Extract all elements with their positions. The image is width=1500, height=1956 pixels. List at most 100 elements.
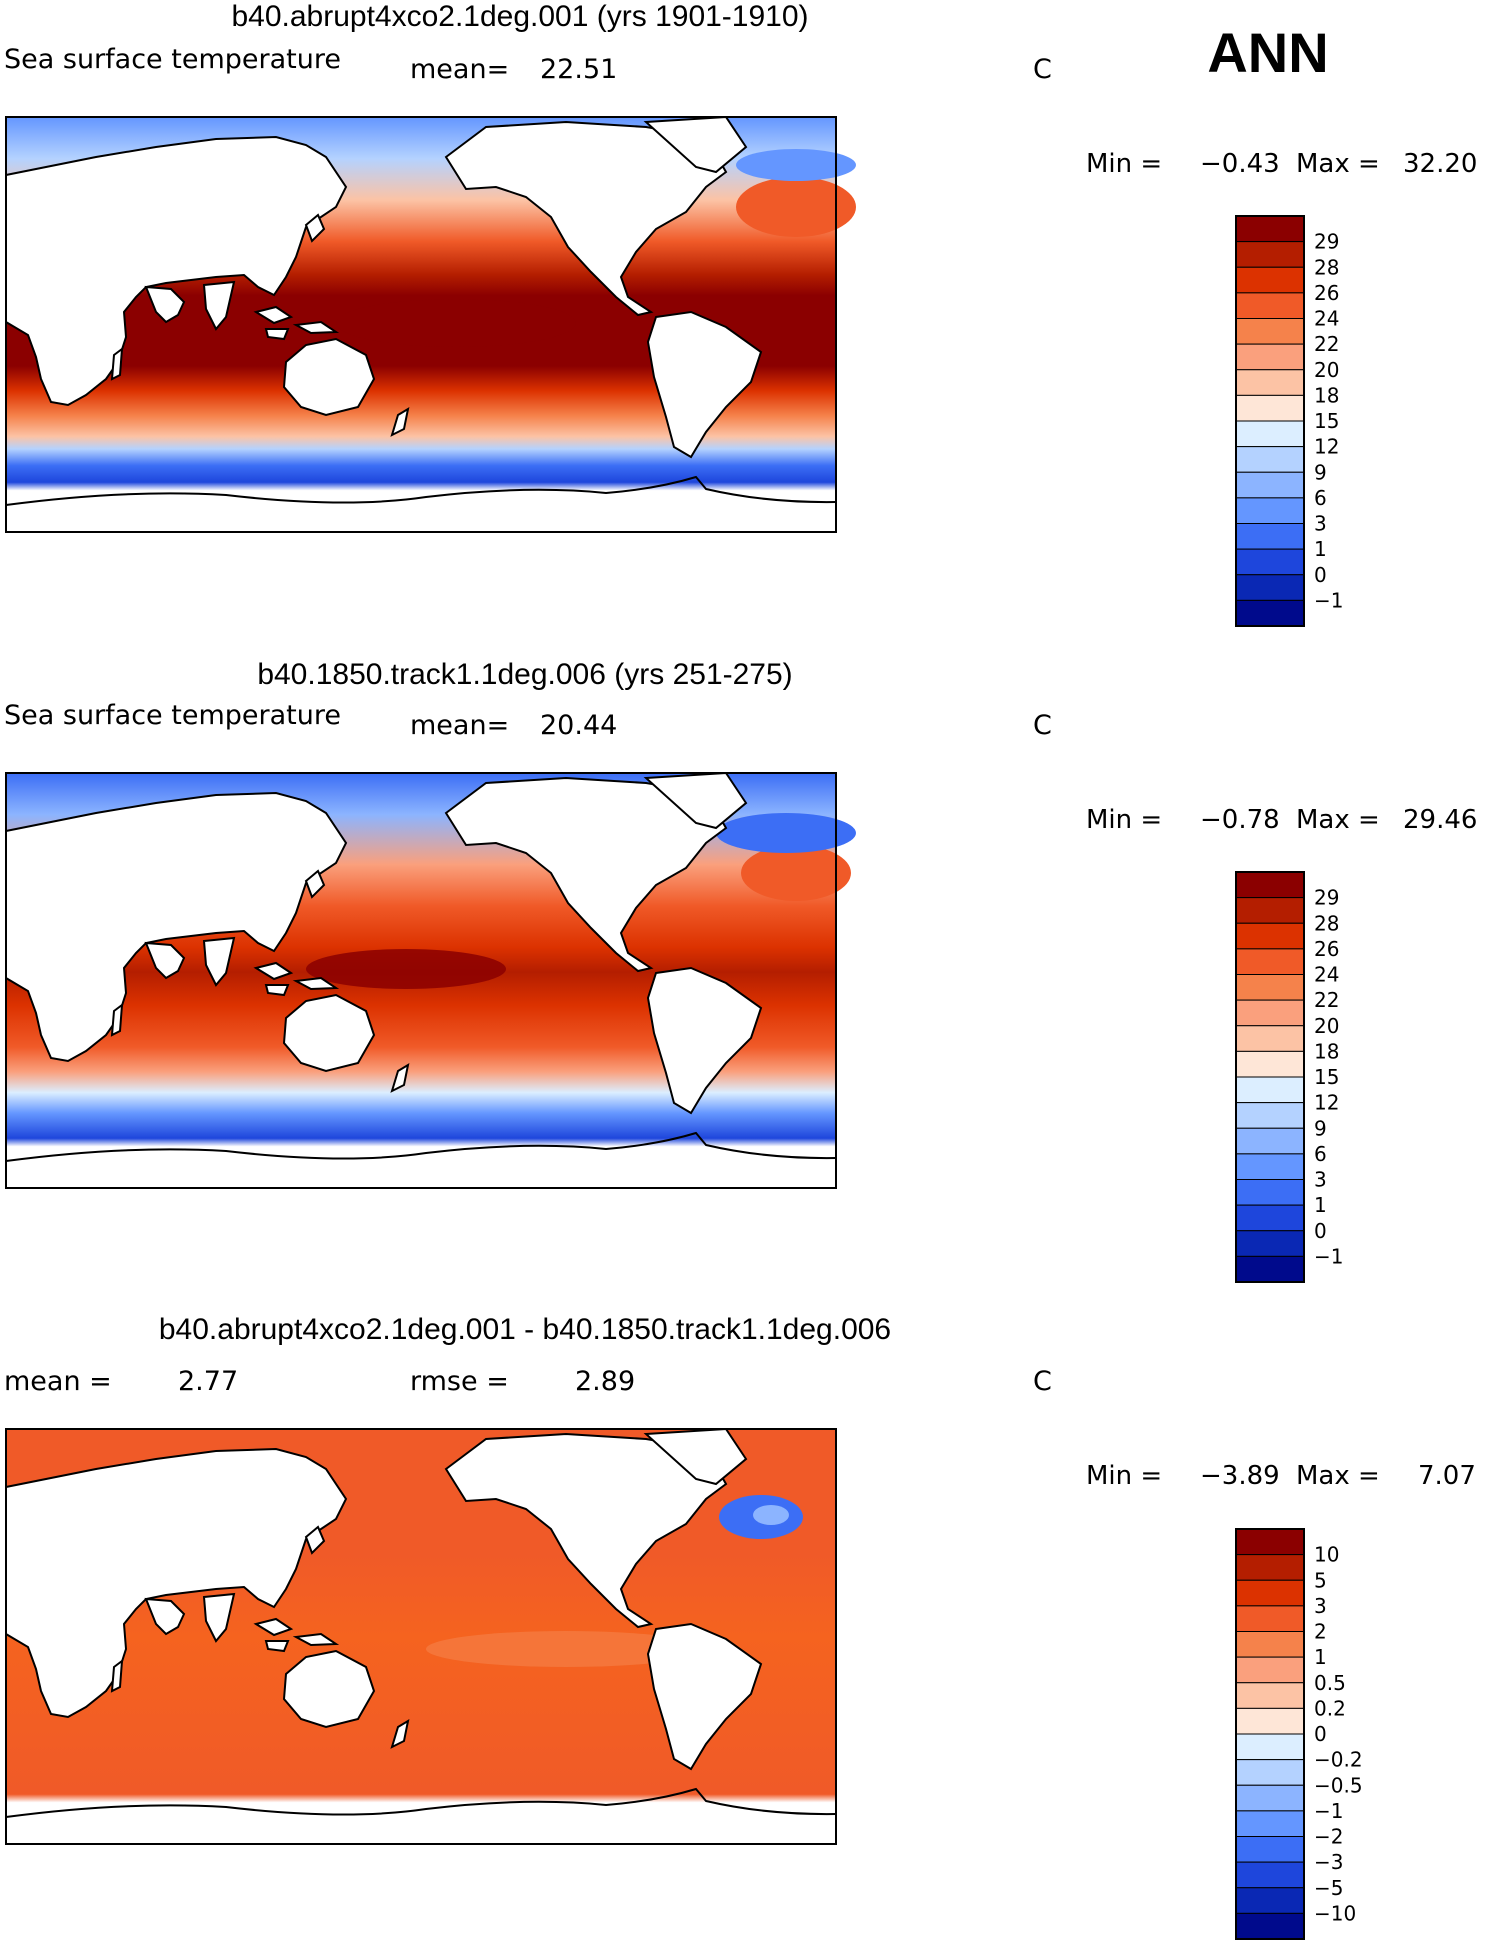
- north-atlantic-cold: [716, 813, 856, 853]
- sst-diff-map: [5, 1428, 837, 1845]
- colorbar-tick-label: 9: [1314, 1116, 1327, 1140]
- warm-pool: [306, 949, 506, 989]
- colorbar-tick-label: 6: [1314, 1142, 1327, 1166]
- colorbar-tick-label: 15: [1314, 409, 1339, 433]
- panel-1: b40.abrupt4xco2.1deg.001 (yrs 1901-1910)…: [4, 0, 1477, 627]
- colorbar-swatch: [1235, 1784, 1305, 1812]
- colorbar-tick-label: 0: [1314, 1219, 1327, 1243]
- panel-3: b40.abrupt4xco2.1deg.001 - b40.1850.trac…: [4, 1313, 1476, 1940]
- colorbar-tick-label: 2: [1314, 1620, 1327, 1644]
- colorbar-tick-label: 15: [1314, 1065, 1339, 1089]
- max-value: 29.46: [1403, 805, 1477, 835]
- panel-title: b40.abrupt4xco2.1deg.001 (yrs 1901-1910): [231, 0, 808, 33]
- colorbar-tick-label: 3: [1314, 512, 1327, 536]
- colorbar-tick-label: 0: [1314, 563, 1327, 587]
- max-label: Max =: [1296, 805, 1380, 835]
- colorbar-swatch: [1235, 1733, 1305, 1761]
- colorbar-frame: [1235, 871, 1305, 1283]
- colorbar-swatch: [1235, 948, 1305, 975]
- colorbar-swatch: [1235, 1836, 1305, 1863]
- colorbar-tick-label: −1: [1314, 1799, 1343, 1823]
- mean-value: 20.44: [540, 710, 617, 741]
- colorbar-swatch: [1235, 1707, 1305, 1735]
- colorbar-tick-label: −3: [1314, 1850, 1343, 1874]
- colorbar-swatch: [1235, 1554, 1305, 1581]
- panel-title: b40.abrupt4xco2.1deg.001 - b40.1850.trac…: [159, 1313, 891, 1346]
- colorbar-swatch: [1235, 471, 1305, 499]
- sst-map: [5, 116, 856, 533]
- colorbar-swatch: [1235, 1076, 1305, 1104]
- min-label: Min =: [1086, 1461, 1162, 1491]
- colorbar-tick-label: 1: [1314, 537, 1327, 561]
- colorbar-tick-label: −2: [1314, 1825, 1343, 1849]
- variable-label: Sea surface temperature: [4, 44, 341, 75]
- mean-label: mean=: [410, 710, 509, 741]
- colorbar-swatch: [1235, 1204, 1305, 1232]
- colorbar-swatch: [1235, 1861, 1305, 1889]
- colorbar-swatch: [1235, 974, 1305, 1001]
- colorbar-tick-label: −5: [1314, 1876, 1343, 1900]
- max-label: Max =: [1296, 1461, 1380, 1491]
- colorbar-swatch: [1235, 343, 1305, 371]
- mean-label: mean =: [4, 1366, 112, 1397]
- colorbar-swatch: [1235, 1255, 1305, 1283]
- colorbar-swatch: [1235, 1887, 1305, 1914]
- max-value: 7.07: [1418, 1461, 1476, 1491]
- colorbar-tick-label: 18: [1314, 1039, 1339, 1063]
- colorbar-tick-label: 9: [1314, 460, 1327, 484]
- min-label: Min =: [1086, 149, 1162, 179]
- min-label: Min =: [1086, 805, 1162, 835]
- min-value: −0.43: [1200, 149, 1280, 179]
- colorbar-tick-label: 0.5: [1314, 1671, 1346, 1695]
- colorbar-tick-label: −10: [1314, 1901, 1356, 1925]
- gulf-stream: [736, 177, 856, 237]
- colorbar-swatch: [1235, 1579, 1305, 1607]
- season-label: ANN: [1207, 21, 1328, 84]
- colorbar-swatch: [1235, 1528, 1305, 1556]
- panel-2: b40.1850.track1.1deg.006 (yrs 251-275) S…: [4, 658, 1477, 1283]
- warm-pool: [336, 299, 576, 347]
- colorbar-tick-label: −0.5: [1314, 1773, 1363, 1797]
- min-value: −3.89: [1200, 1461, 1280, 1491]
- colorbar-swatch: [1235, 1127, 1305, 1155]
- colorbar-swatch: [1235, 369, 1305, 396]
- colorbar-tick-label: 12: [1314, 435, 1339, 459]
- colorbar-swatch: [1235, 599, 1305, 627]
- colorbar-swatch: [1235, 1230, 1305, 1257]
- colorbar-tick-label: 24: [1314, 307, 1339, 331]
- colorbar-tick-label: 22: [1314, 332, 1339, 356]
- colorbar-swatch: [1235, 1810, 1305, 1837]
- colorbar-tick-label: 29: [1314, 230, 1339, 254]
- variable-label: Sea surface temperature: [4, 700, 341, 731]
- colorbar-tick-label: 28: [1314, 255, 1339, 279]
- colorbar-tick-label: 22: [1314, 988, 1339, 1012]
- colorbar-swatch: [1235, 574, 1305, 601]
- colorbar-tick-label: 26: [1314, 937, 1339, 961]
- colorbar-swatch: [1235, 897, 1305, 924]
- colorbar-swatch: [1235, 420, 1305, 448]
- colorbar-swatch: [1235, 241, 1305, 268]
- weak-warming-band: [426, 1631, 706, 1667]
- rmse-value: 2.89: [575, 1366, 635, 1397]
- sst-map: [5, 772, 856, 1189]
- colorbar-swatch: [1235, 1025, 1305, 1052]
- mean-label: mean=: [410, 54, 509, 85]
- colorbar-swatch: [1235, 1682, 1305, 1709]
- colorbar-swatch: [1235, 1605, 1305, 1632]
- colorbar-tick-label: 0: [1314, 1722, 1327, 1746]
- colorbar-tick-label: −1: [1314, 1244, 1343, 1268]
- colorbar-frame: [1235, 1528, 1305, 1940]
- colorbar-swatch: [1235, 1631, 1305, 1658]
- colorbar-swatch: [1235, 497, 1305, 524]
- min-value: −0.78: [1200, 805, 1280, 835]
- colorbar-tick-label: 12: [1314, 1091, 1339, 1115]
- colorbar-tick-label: 6: [1314, 486, 1327, 510]
- colorbar-swatch: [1235, 1050, 1305, 1078]
- colorbar-swatch: [1235, 318, 1305, 345]
- gulf-stream: [741, 845, 851, 901]
- colorbar-swatch: [1235, 292, 1305, 319]
- colorbar-tick-label: 3: [1314, 1594, 1327, 1618]
- colorbar-swatch: [1235, 548, 1305, 576]
